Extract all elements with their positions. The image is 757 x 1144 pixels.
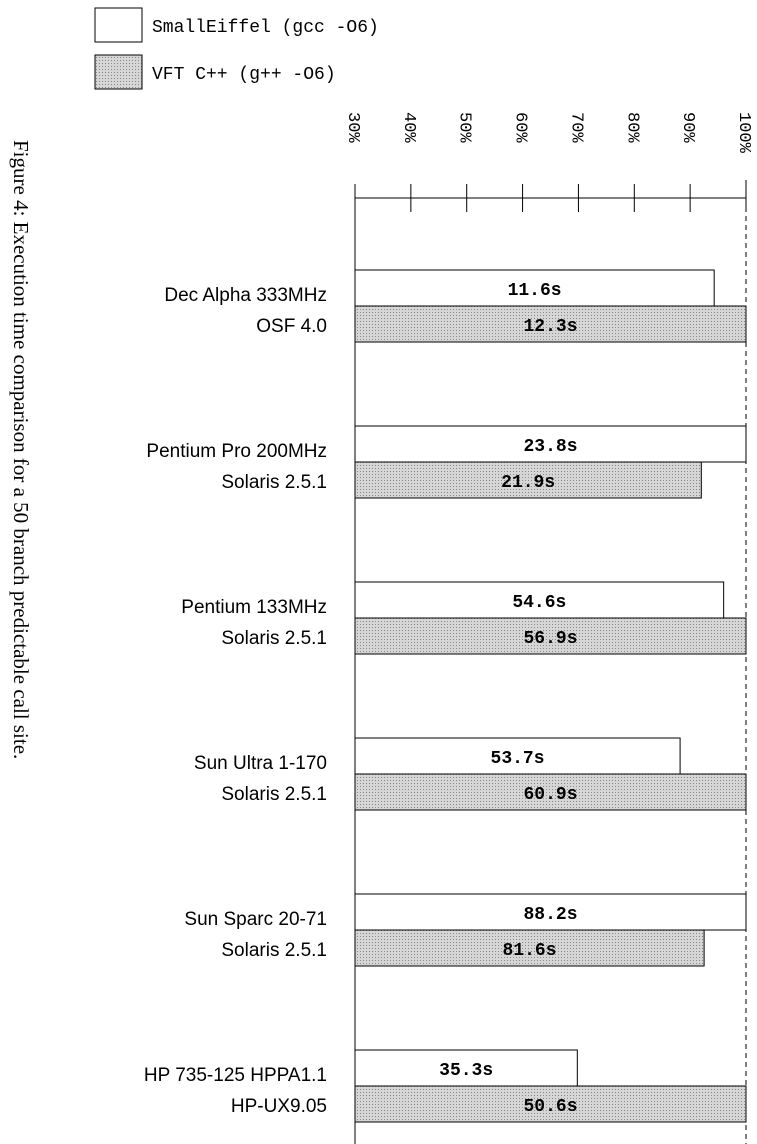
- x-tick-label: 60%: [511, 112, 530, 143]
- legend-label-smalleiffel: SmallEiffel (gcc -O6): [152, 18, 379, 38]
- category-label: HP 735-125 HPPA1.1: [144, 1065, 327, 1086]
- bar-data-label: 60.9s: [523, 785, 577, 805]
- bar-data-label: 12.3s: [523, 317, 577, 337]
- x-tick-label: 90%: [678, 112, 697, 143]
- category-label: Pentium 133MHz: [181, 597, 327, 618]
- category-label: Sun Ultra 1-170: [194, 753, 327, 774]
- bar-vft: [354, 305, 747, 343]
- x-tick-label: 100%: [734, 112, 753, 154]
- bar-data-label: 50.6s: [523, 1097, 577, 1117]
- legend-swatch-smalleiffel: [94, 7, 143, 43]
- bar-data-label: 23.8s: [523, 437, 577, 457]
- bar-smalleiffel: [354, 737, 681, 775]
- category-label: HP-UX9.05: [231, 1096, 327, 1117]
- category-label: OSF 4.0: [256, 316, 327, 337]
- bars: 11.6s 12.3s 23.8s 21.9s 54.6s 56.9s 53.7s 60.9s…: [354, 269, 747, 1123]
- legend-label-vft: VFT C++ (g++ -O6): [152, 65, 336, 85]
- category-label: Solaris 2.5.1: [221, 784, 327, 805]
- legend-swatch-vft: [94, 54, 143, 90]
- category-label: Sun Sparc 20-71: [184, 909, 327, 930]
- bar-data-label: 35.3s: [439, 1061, 493, 1081]
- x-tick-label: 30%: [343, 112, 362, 143]
- bar-data-label: 54.6s: [512, 593, 566, 613]
- bar-vft: [354, 929, 705, 967]
- bar-vft: [354, 461, 702, 499]
- x-tick-label: 50%: [455, 112, 474, 143]
- bar-data-label: 88.2s: [523, 905, 577, 925]
- category-labels: Dec Alpha 333MHz OSF 4.0 Pentium Pro 200MH…: [144, 285, 327, 1117]
- x-tick-label: 70%: [566, 112, 585, 143]
- x-tick-label: 80%: [622, 112, 641, 143]
- bar-vft: [354, 617, 747, 655]
- bar-smalleiffel: [354, 269, 715, 307]
- bar-data-label: 53.7s: [491, 749, 545, 769]
- bar-data-label: 81.6s: [503, 941, 557, 961]
- bar-smalleiffel: [354, 893, 747, 931]
- category-label: Dec Alpha 333MHz: [164, 285, 327, 306]
- bar-vft: [354, 773, 747, 811]
- bar-smalleiffel: [354, 425, 747, 463]
- x-axis: 30% 40% 50% 60% 70% 80% 90% 100%: [343, 112, 753, 1144]
- category-label: Solaris 2.5.1: [221, 628, 327, 649]
- category-label: Solaris 2.5.1: [221, 940, 327, 961]
- figure-caption: Figure 4: Execution time comparison for …: [9, 140, 33, 759]
- bar-smalleiffel: [354, 581, 725, 619]
- bar-vft: [354, 1085, 747, 1123]
- bar-smalleiffel: [354, 1049, 578, 1087]
- bar-data-label: 56.9s: [523, 629, 577, 649]
- bar-data-label: 11.6s: [508, 281, 562, 301]
- x-tick-label: 40%: [399, 112, 418, 143]
- bar-data-label: 21.9s: [501, 473, 555, 493]
- category-label: Solaris 2.5.1: [221, 472, 327, 493]
- legend: SmallEiffel (gcc -O6) VFT C++ (g++ -O6): [94, 7, 379, 90]
- category-label: Pentium Pro 200MHz: [146, 441, 327, 462]
